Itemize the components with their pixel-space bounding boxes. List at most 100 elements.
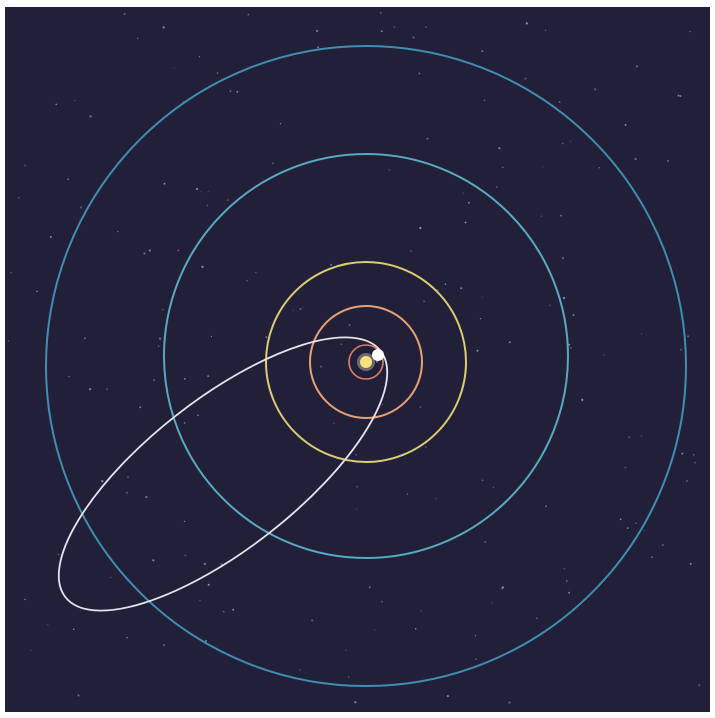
star [687, 335, 690, 338]
star [74, 100, 76, 102]
star [388, 169, 390, 171]
star [635, 522, 637, 525]
star [624, 466, 627, 469]
star [407, 493, 409, 495]
star [196, 414, 199, 417]
star [640, 435, 642, 437]
star [83, 337, 86, 340]
star [7, 340, 10, 342]
star [315, 29, 319, 33]
star [183, 421, 186, 424]
star [425, 26, 427, 28]
star [569, 140, 571, 142]
star [508, 341, 511, 344]
star [492, 486, 495, 489]
star [232, 608, 235, 611]
star [299, 308, 302, 311]
star [101, 480, 104, 483]
star [152, 559, 155, 562]
star [689, 562, 692, 565]
star [380, 30, 383, 33]
star [561, 142, 564, 145]
star [68, 375, 70, 378]
space-background [5, 7, 710, 712]
star [123, 12, 126, 16]
star [568, 343, 571, 346]
star [110, 576, 112, 578]
star [572, 314, 575, 316]
star [460, 287, 463, 290]
star [598, 167, 600, 169]
third-orbit [265, 261, 467, 463]
star [475, 658, 477, 660]
star [541, 166, 544, 168]
star [316, 46, 320, 49]
star [501, 586, 504, 589]
star [125, 491, 128, 494]
star [162, 26, 165, 29]
star [17, 197, 20, 199]
star [355, 453, 357, 456]
star [414, 628, 417, 630]
star [204, 640, 207, 642]
star [560, 214, 563, 217]
star [536, 617, 538, 619]
star [292, 309, 294, 311]
star [143, 252, 146, 255]
star [423, 300, 425, 303]
star [581, 398, 584, 402]
star [88, 388, 92, 391]
star [279, 122, 282, 125]
star [698, 684, 701, 687]
star [356, 508, 358, 510]
star [667, 159, 669, 162]
star [198, 56, 201, 58]
star [446, 695, 449, 698]
star [302, 307, 304, 309]
star [223, 610, 225, 613]
star [679, 95, 682, 98]
star [348, 324, 351, 326]
orbit-diagram [5, 7, 710, 712]
star [619, 518, 622, 521]
star [425, 446, 427, 449]
star [246, 279, 248, 282]
star [347, 676, 350, 678]
star [634, 157, 637, 161]
star [145, 496, 148, 499]
star [158, 345, 160, 347]
star [376, 360, 379, 363]
star [265, 336, 268, 339]
star [686, 480, 688, 482]
star [435, 498, 437, 500]
star [661, 543, 664, 547]
star [163, 182, 166, 185]
star [201, 265, 204, 268]
star [677, 94, 680, 97]
star [680, 348, 682, 351]
star [393, 26, 396, 28]
star [545, 505, 547, 508]
star [444, 283, 447, 286]
star [483, 99, 486, 102]
star [561, 257, 564, 259]
star [152, 378, 156, 382]
star [381, 403, 383, 405]
star [199, 600, 201, 602]
star [568, 591, 571, 594]
star [420, 610, 422, 612]
star [640, 333, 642, 335]
star [236, 90, 239, 93]
star [419, 406, 422, 408]
star [162, 308, 164, 311]
star [426, 137, 429, 140]
star [593, 88, 597, 91]
star [496, 186, 498, 188]
star [311, 619, 314, 622]
sun [360, 356, 372, 368]
star [79, 206, 82, 209]
star [126, 636, 128, 639]
star [474, 634, 477, 637]
star [412, 36, 415, 39]
star [255, 271, 257, 274]
